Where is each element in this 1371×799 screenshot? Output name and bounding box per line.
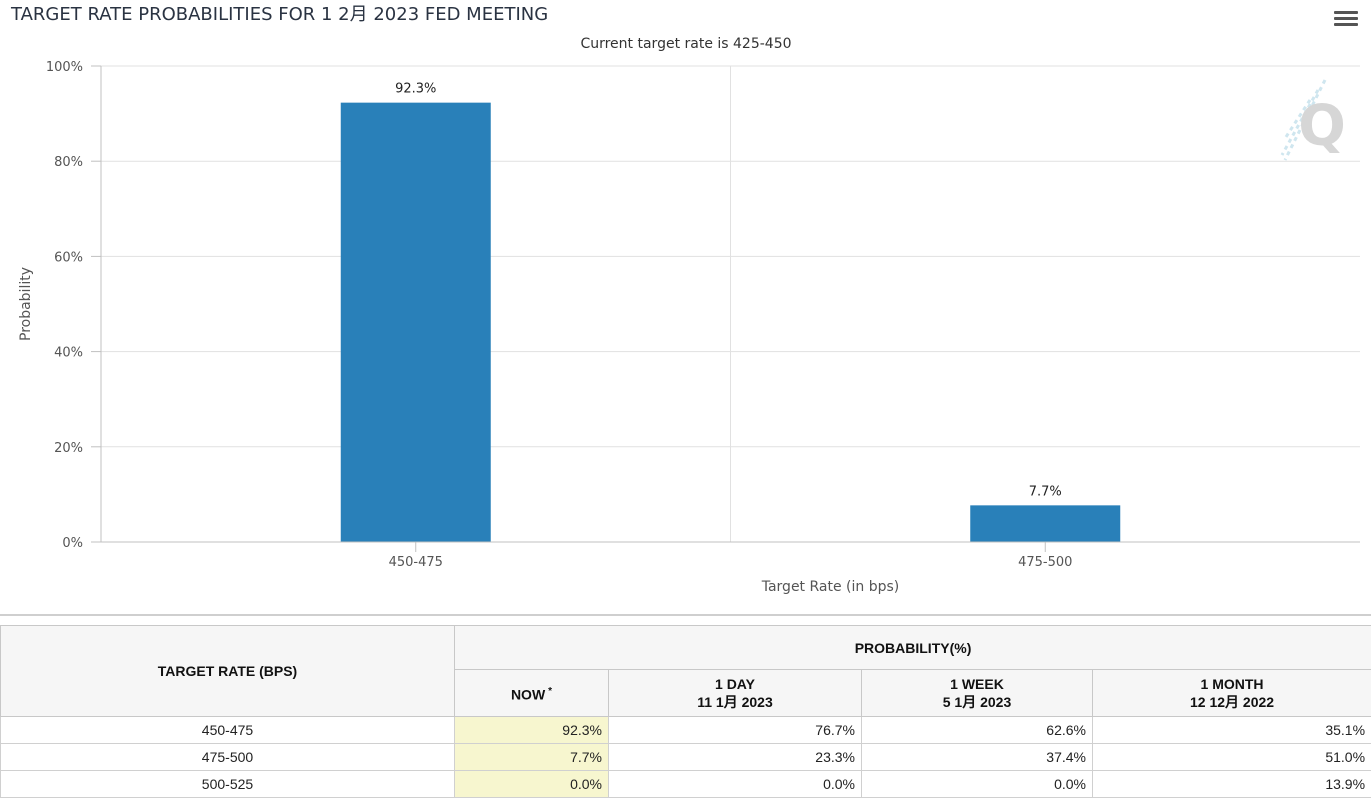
one-day-value-cell: 23.3% xyxy=(608,743,862,771)
svg-text:Q: Q xyxy=(1298,94,1346,159)
probability-header: PROBABILITY(%) xyxy=(453,625,1371,670)
one-day-value-cell: 76.7% xyxy=(608,716,862,744)
table-row: 500-525 0.0% 0.0% 0.0% 13.9% xyxy=(0,770,1371,798)
y-tick-label: 60% xyxy=(54,250,83,265)
now-footnote-marker: * xyxy=(548,685,553,697)
one-month-value-cell: 13.9% xyxy=(1091,770,1371,798)
y-tick-label: 40% xyxy=(54,346,83,361)
y-axis-label: Probability xyxy=(18,267,34,341)
column-header-1-week: 1 WEEK 5 1月 2023 xyxy=(861,669,1093,717)
rate-cell: 450-475 xyxy=(0,716,455,744)
column-header-now: NOW * xyxy=(454,669,609,717)
now-value-cell: 7.7% xyxy=(454,743,609,771)
table-row: 450-475 92.3% 76.7% 62.6% 35.1% xyxy=(0,716,1371,744)
hamburger-menu-icon[interactable] xyxy=(1333,8,1359,30)
rate-cell: 500-525 xyxy=(0,770,455,798)
section-divider xyxy=(0,614,1371,616)
bar xyxy=(340,102,491,542)
y-tick-label: 80% xyxy=(54,155,83,170)
one-week-value-cell: 37.4% xyxy=(861,743,1093,771)
one-month-value-cell: 51.0% xyxy=(1091,743,1371,771)
data-label: 92.3% xyxy=(395,82,436,97)
y-tick-label: 0% xyxy=(62,536,83,551)
target-rate-header: TARGET RATE (BPS) xyxy=(0,625,455,717)
bar-chart: 0% 20% 40% 60% 80% 100% 92.3% 450-475 7.7% 475-50… xyxy=(10,4,1360,595)
data-label: 7.7% xyxy=(1029,484,1062,499)
y-tick-label: 100% xyxy=(46,60,83,75)
x-tick-label: 450-475 xyxy=(389,555,443,570)
now-value-cell: 0.0% xyxy=(454,770,609,798)
one-month-value-cell: 35.1% xyxy=(1091,716,1371,744)
watermark-logo: Q xyxy=(1280,79,1346,161)
x-axis-label: Target Rate (in bps) xyxy=(761,579,900,595)
column-header-1-month: 1 MONTH 12 12月 2022 xyxy=(1091,669,1371,717)
now-value-cell: 92.3% xyxy=(454,716,609,744)
y-tick-label: 20% xyxy=(54,441,83,456)
x-tick-label: 475-500 xyxy=(1018,555,1072,570)
one-week-value-cell: 0.0% xyxy=(861,770,1093,798)
column-header-1-day: 1 DAY 11 1月 2023 xyxy=(608,669,862,717)
one-day-value-cell: 0.0% xyxy=(608,770,862,798)
one-week-value-cell: 62.6% xyxy=(861,716,1093,744)
chart-title: TARGET RATE PROBABILITIES FOR 1 2月 2023 … xyxy=(10,4,548,25)
table-row: 475-500 7.7% 23.3% 37.4% 51.0% xyxy=(0,743,1371,771)
rate-cell: 475-500 xyxy=(0,743,455,771)
bar xyxy=(970,505,1121,542)
chart-subtitle: Current target rate is 425-450 xyxy=(580,36,791,52)
chart-area: 0% 20% 40% 60% 80% 100% 92.3% 450-475 7.7% 475-50… xyxy=(10,4,1360,595)
probability-table: TARGET RATE (BPS) PROBABILITY(%) NOW * 1 … xyxy=(0,625,1371,798)
